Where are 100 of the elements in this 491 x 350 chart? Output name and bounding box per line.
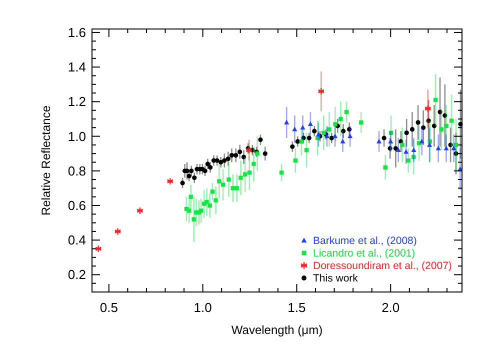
- point: [95, 244, 102, 252]
- point: [295, 139, 300, 144]
- x-tick-label: 1.0: [194, 300, 212, 315]
- point: [388, 130, 394, 135]
- point: [218, 160, 224, 165]
- y-tick-label: 1.0: [68, 128, 86, 144]
- point: [410, 127, 415, 132]
- point: [290, 144, 295, 149]
- point: [383, 165, 388, 170]
- x-tick-label: 2.0: [382, 300, 400, 315]
- point: [247, 170, 252, 175]
- point: [300, 124, 306, 130]
- point: [279, 170, 284, 175]
- point: [242, 172, 248, 176]
- point: [189, 168, 194, 174]
- point: [396, 147, 401, 152]
- point: [238, 176, 243, 180]
- point: [388, 138, 394, 144]
- point: [136, 206, 144, 214]
- point: [321, 130, 326, 135]
- point: [234, 186, 239, 190]
- point: [426, 142, 432, 147]
- x-tick-label: 1.5: [288, 300, 306, 315]
- point: [432, 124, 437, 128]
- point: [192, 175, 197, 180]
- point: [229, 153, 234, 158]
- point: [226, 156, 230, 162]
- point: [301, 136, 306, 140]
- y-tick-label: 1.6: [68, 25, 86, 40]
- point: [304, 148, 309, 152]
- point: [199, 208, 204, 213]
- point: [444, 124, 448, 128]
- point: [252, 162, 256, 166]
- point: [308, 121, 313, 126]
- point: [226, 177, 231, 182]
- y-tick-label: 0.2: [68, 267, 86, 282]
- point: [426, 118, 431, 124]
- y-tick-label: 0.4: [68, 232, 86, 248]
- point: [376, 138, 382, 144]
- point: [454, 151, 458, 156]
- point: [406, 158, 410, 163]
- point: [327, 127, 332, 132]
- point: [214, 198, 218, 202]
- point: [187, 208, 192, 213]
- point: [306, 136, 312, 140]
- point: [444, 146, 449, 150]
- point: [404, 130, 409, 136]
- point: [210, 190, 214, 194]
- point: [359, 120, 364, 125]
- point: [316, 132, 322, 136]
- point: [258, 137, 263, 142]
- point: [217, 179, 222, 184]
- point: [436, 146, 441, 150]
- point: [344, 110, 349, 114]
- point: [449, 118, 454, 123]
- point: [262, 151, 268, 156]
- point: [192, 217, 196, 222]
- point: [439, 127, 444, 132]
- point: [202, 168, 208, 174]
- point: [114, 228, 122, 236]
- point: [188, 194, 193, 199]
- x-tick-label: 0.5: [100, 300, 118, 315]
- point: [340, 128, 346, 134]
- point: [400, 142, 404, 148]
- legend-label: Barkume et al., (2008): [313, 235, 417, 248]
- x-axis-title: Wavelength (μm): [231, 323, 323, 337]
- point: [214, 158, 220, 163]
- point: [348, 134, 353, 138]
- point: [180, 180, 185, 186]
- point: [419, 138, 424, 144]
- y-axis-title: Relative Reflectance: [39, 105, 53, 216]
- point: [166, 178, 174, 186]
- point: [393, 146, 398, 151]
- point: [222, 158, 227, 163]
- point: [340, 138, 346, 144]
- point: [438, 110, 442, 114]
- point: [238, 150, 242, 154]
- point: [416, 120, 420, 125]
- point: [205, 162, 210, 166]
- point: [347, 127, 352, 132]
- point: [433, 98, 438, 102]
- point: [246, 146, 252, 154]
- legend-label: This work: [313, 272, 359, 285]
- point: [208, 165, 213, 170]
- point: [318, 88, 324, 96]
- legend-label: Doressoundiram et al., (2007): [313, 260, 452, 272]
- legend-label: Licandro et al., (2001): [313, 248, 416, 260]
- point: [411, 147, 416, 152]
- point: [451, 146, 456, 150]
- point: [382, 136, 386, 140]
- point: [442, 113, 448, 118]
- point: [220, 182, 226, 187]
- point: [241, 154, 246, 160]
- point: [293, 158, 298, 163]
- point: [284, 120, 290, 124]
- point: [411, 154, 416, 160]
- point: [204, 200, 209, 204]
- point: [448, 142, 453, 148]
- point: [332, 134, 338, 138]
- y-tick-label: 1.2: [68, 94, 86, 110]
